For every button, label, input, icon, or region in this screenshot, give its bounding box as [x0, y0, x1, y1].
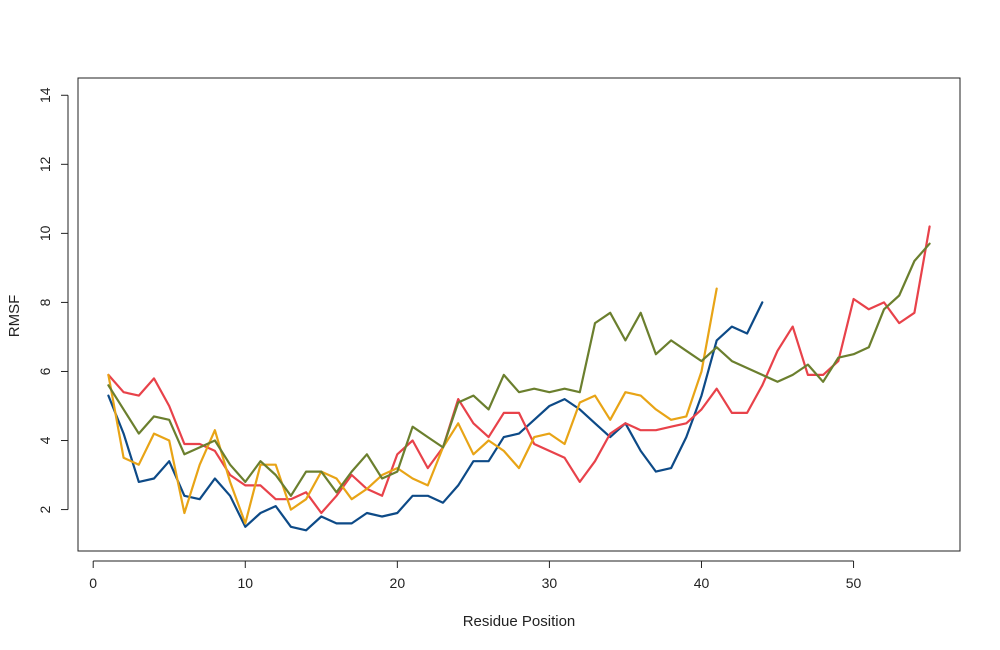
- x-tick-label: 0: [89, 575, 97, 591]
- x-tick-label: 10: [237, 575, 253, 591]
- x-axis: 0 10 20 30 40 50: [89, 560, 862, 591]
- y-tick-label: 2: [37, 505, 53, 513]
- series-line-3: [107, 287, 718, 525]
- plot-frame: [77, 77, 961, 552]
- x-tick-label: 40: [694, 575, 710, 591]
- y-axis: 2 4 6 8 10 12 14: [37, 87, 69, 513]
- x-tick-label: 50: [846, 575, 862, 591]
- y-tick-label: 10: [37, 225, 53, 241]
- series-line-1: [107, 301, 764, 532]
- series-layer: [107, 225, 931, 532]
- x-axis-title: Residue Position: [463, 613, 576, 630]
- y-tick-label: 12: [37, 156, 53, 172]
- series-line-2: [107, 225, 931, 515]
- x-tick-label: 30: [542, 575, 558, 591]
- y-tick-label: 8: [37, 298, 53, 306]
- series-line-4: [107, 242, 931, 497]
- y-axis-title: RMSF: [6, 295, 23, 338]
- y-tick-label: 14: [37, 87, 53, 103]
- y-tick-label: 4: [37, 436, 53, 444]
- x-tick-label: 20: [390, 575, 406, 591]
- y-tick-label: 6: [37, 367, 53, 375]
